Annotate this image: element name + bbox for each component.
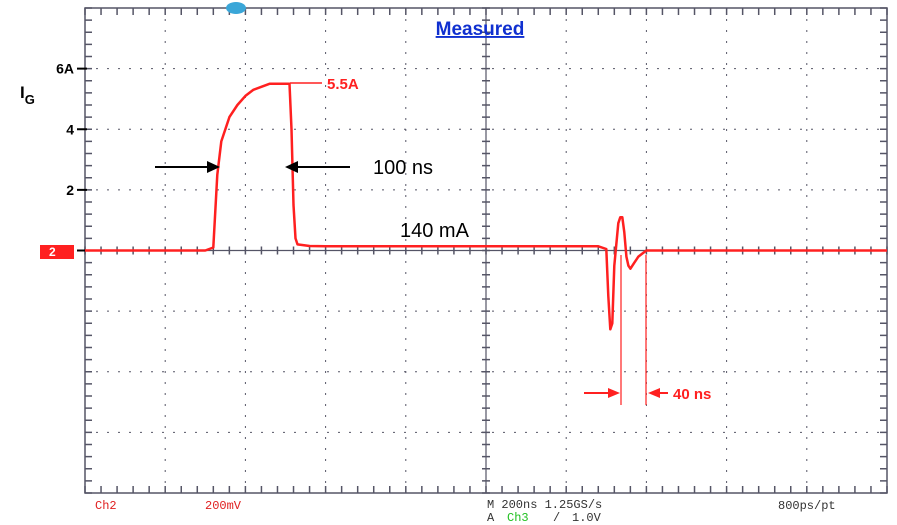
status-trigger-channel: Ch3 — [507, 511, 529, 525]
status-trigger-slope: / — [553, 511, 560, 525]
y-tick-label: 2 — [66, 182, 74, 198]
plateau-label: 140 mA — [400, 220, 470, 242]
y-axis-label-sub: G — [25, 92, 35, 107]
y-tick-label: 6A — [56, 61, 74, 77]
status-scale: 200mV — [205, 499, 242, 513]
y-axis-label-main: I — [20, 83, 25, 102]
ringing-annotation: 40 ns — [584, 255, 711, 405]
status-record: 800ps/pt — [778, 499, 836, 513]
status-channel: Ch2 — [95, 499, 117, 513]
status-bar: Ch2 200mV M 200ns 1.25GS/s A Ch3 / 1.0V … — [95, 498, 836, 525]
channel-marker-label: 2 — [49, 245, 56, 259]
status-timebase: M 200ns 1.25GS/s — [487, 498, 602, 512]
pulse-width-label: 100 ns — [373, 157, 433, 179]
peak-label: 5.5A — [327, 76, 359, 93]
y-tick-labels: 6A420 — [56, 61, 87, 259]
plot-grid — [84, 7, 888, 494]
status-trigger-level: 1.0V — [572, 511, 602, 525]
status-trigger: A — [487, 511, 495, 525]
y-tick-label: 4 — [66, 121, 74, 137]
current-trace — [85, 82, 887, 331]
pulse-width-annotation: 100 ns — [155, 157, 433, 179]
chart-title: Measured — [436, 19, 525, 40]
channel-ground-marker: 2 — [40, 245, 74, 259]
probe-marker — [226, 2, 246, 14]
ringing-label: 40 ns — [673, 386, 711, 403]
y-axis-label: IG — [20, 83, 35, 107]
peak-annotation: 5.5A — [290, 76, 359, 93]
